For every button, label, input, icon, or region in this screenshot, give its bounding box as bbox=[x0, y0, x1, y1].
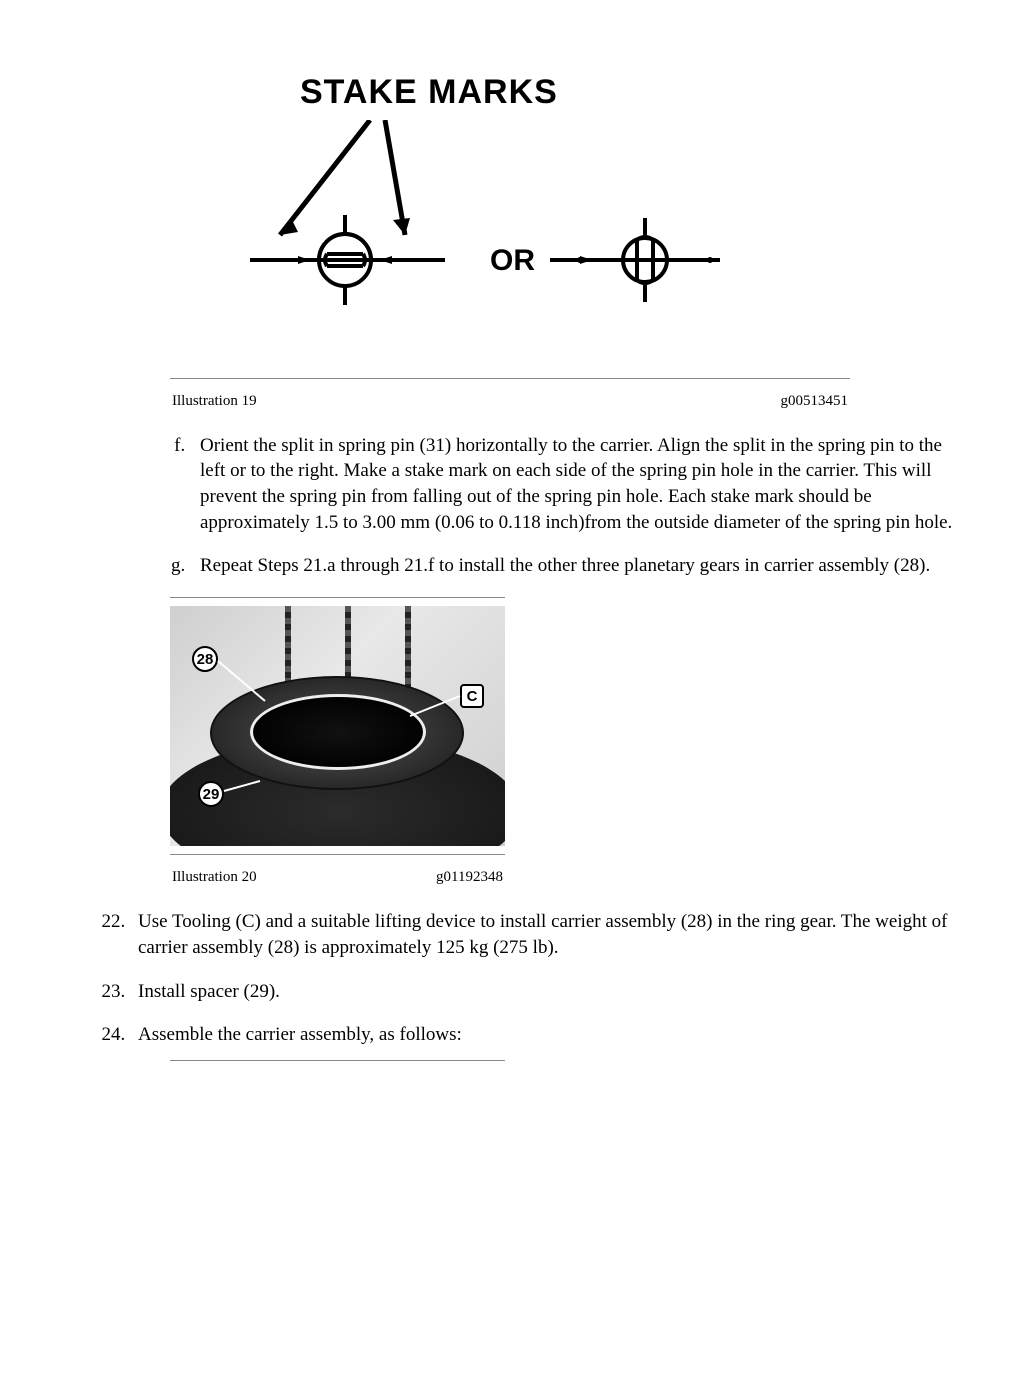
step-24: Assemble the carrier assembly, as follow… bbox=[130, 1022, 954, 1048]
step-g: Repeat Steps 21.a through 21.f to instal… bbox=[190, 553, 954, 579]
alpha-list: Orient the split in spring pin (31) hori… bbox=[70, 433, 954, 579]
divider bbox=[170, 597, 505, 598]
illustration-19-block: Illustration 19 g00513451 bbox=[170, 378, 850, 413]
illustration-20-label: Illustration 20 bbox=[172, 867, 257, 887]
divider bbox=[170, 378, 850, 379]
illustration-19-code: g00513451 bbox=[781, 391, 849, 411]
illustration-20-code: g01192348 bbox=[436, 867, 503, 887]
illustration-19-label: Illustration 19 bbox=[172, 391, 257, 411]
divider bbox=[170, 1060, 505, 1061]
trailing-figure-block bbox=[170, 1060, 505, 1061]
step-f: Orient the split in spring pin (31) hori… bbox=[190, 433, 954, 536]
illustration-20-block: 28 C 29 Illustration 20 g01192348 bbox=[170, 597, 505, 889]
stake-marks-diagram: STAKE MARKS OR bbox=[250, 70, 954, 348]
or-text: OR bbox=[490, 244, 535, 277]
numbered-list: Use Tooling (C) and a suitable lifting d… bbox=[70, 909, 954, 1048]
divider bbox=[170, 854, 505, 855]
step-22: Use Tooling (C) and a suitable lifting d… bbox=[130, 909, 954, 960]
step-23: Install spacer (29). bbox=[130, 979, 954, 1005]
illustration-20-photo: 28 C 29 bbox=[170, 606, 505, 846]
stake-svg: OR bbox=[250, 120, 720, 340]
stake-title: STAKE MARKS bbox=[300, 70, 954, 116]
